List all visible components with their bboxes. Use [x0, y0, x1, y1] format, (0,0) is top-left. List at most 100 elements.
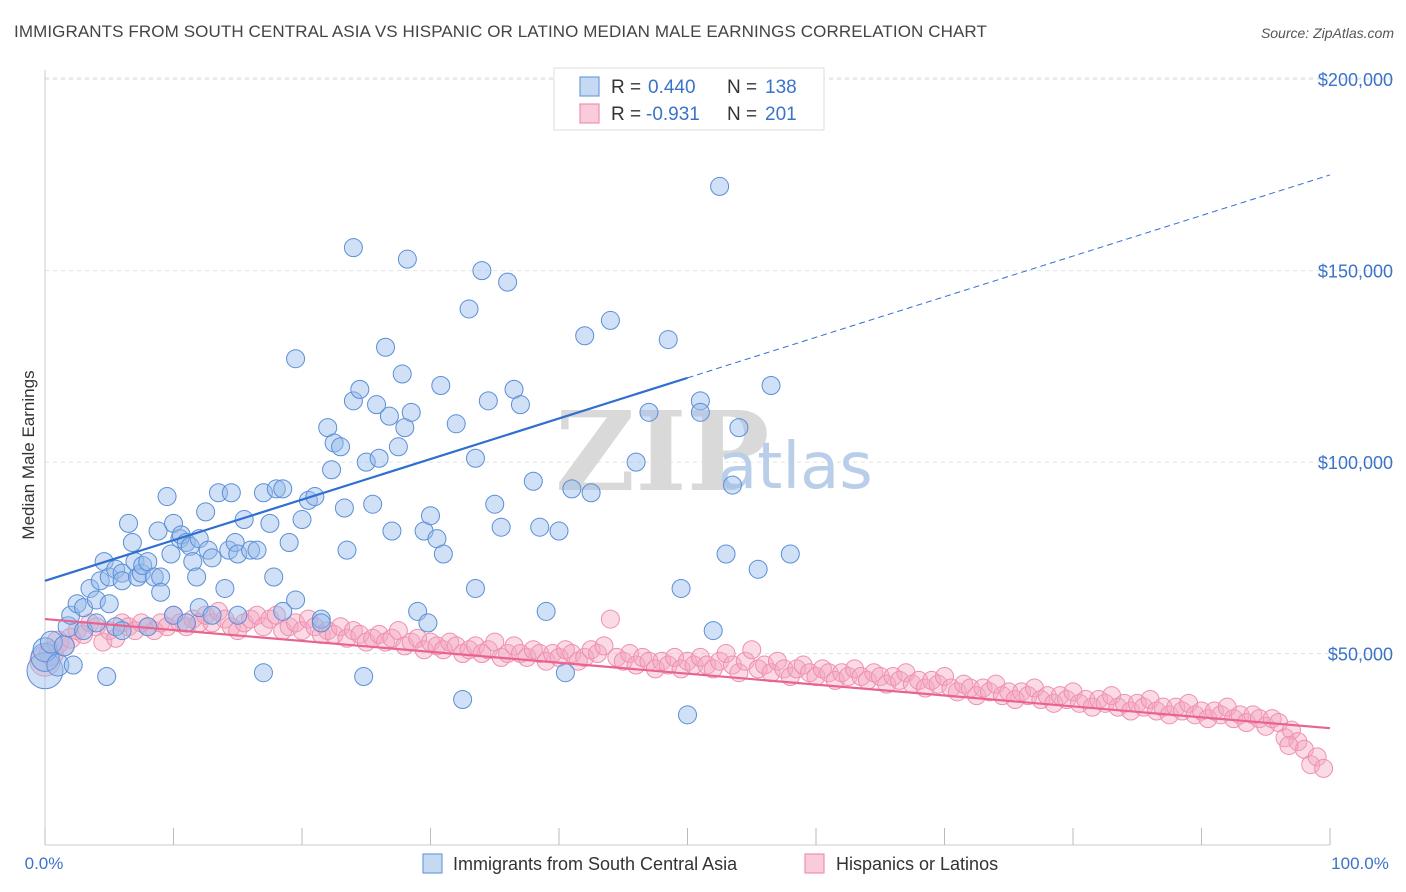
- x-tick-label-min: 0.0%: [25, 854, 64, 873]
- hispanic-point: [292, 621, 312, 641]
- legend-n-value-2: 201: [765, 104, 797, 125]
- immigrant-point: [671, 578, 691, 598]
- hispanic-point: [703, 659, 723, 679]
- hispanic-point: [1314, 758, 1334, 778]
- immigrant-point: [183, 552, 203, 572]
- immigrant-point: [453, 689, 473, 709]
- hispanic-point: [967, 686, 987, 706]
- immigrant-point: [334, 498, 354, 518]
- hispanic-point: [600, 609, 620, 629]
- immigrant-point: [575, 326, 595, 346]
- immigrant-point: [30, 642, 60, 672]
- immigrant-point: [433, 544, 453, 564]
- hispanic-point: [93, 632, 113, 652]
- immigrant-point: [322, 460, 342, 480]
- hispanic-point: [716, 644, 736, 664]
- immigrant-trend-extension: [687, 174, 1331, 379]
- immigrant-point: [382, 521, 402, 541]
- immigrant-point: [431, 376, 451, 396]
- immigrant-point: [581, 483, 601, 503]
- legend-r-value-2: -0.931: [646, 104, 700, 125]
- immigrant-point: [379, 406, 399, 426]
- hispanic-point: [742, 640, 762, 660]
- immigrant-point: [86, 590, 106, 610]
- hispanic-point: [845, 659, 865, 679]
- hispanic-point: [575, 647, 595, 667]
- immigrant-point: [196, 502, 216, 522]
- hispanic-point: [253, 617, 273, 637]
- hispanic-point: [710, 651, 730, 671]
- hispanic-point: [979, 682, 999, 702]
- hispanic-point: [286, 613, 306, 633]
- immigrant-point: [350, 379, 370, 399]
- hispanic-point: [215, 609, 235, 629]
- immigrant-point: [421, 506, 440, 526]
- y-axis-label: Median Male Earnings: [19, 370, 38, 539]
- immigrant-point: [228, 605, 248, 625]
- trend-lines: [44, 174, 1331, 730]
- immigrant-trend-line: [44, 376, 688, 582]
- immigrant-point: [112, 571, 132, 591]
- hispanic-point: [157, 617, 177, 637]
- x-axis-ticks: [44, 828, 1331, 845]
- immigrant-point: [356, 452, 376, 472]
- hispanic-point: [1057, 689, 1077, 709]
- immigrant-point: [247, 540, 267, 560]
- immigrant-point: [478, 391, 498, 411]
- immigrant-point: [549, 521, 569, 541]
- immigrant-point: [286, 590, 306, 610]
- immigrant-point: [53, 635, 75, 657]
- immigrant-point: [639, 402, 659, 422]
- immigrant-point: [472, 261, 492, 281]
- immigrant-point: [292, 510, 312, 530]
- bottom-legend-label-1: Immigrants from South Central Asia: [453, 854, 738, 874]
- immigrant-point: [363, 494, 383, 514]
- hispanic-points: [29, 601, 1334, 778]
- hispanic-point: [767, 651, 787, 671]
- immigrant-point: [112, 563, 132, 583]
- immigrant-point: [491, 517, 511, 537]
- immigrant-point: [133, 555, 153, 575]
- immigrant-point: [465, 578, 485, 598]
- hispanic-point: [665, 647, 685, 667]
- immigrant-point: [354, 667, 374, 687]
- immigrant-point: [122, 533, 142, 553]
- immigrant-point: [600, 310, 620, 330]
- hispanic-point: [408, 628, 428, 648]
- y-tick-label-1: $100,000: [1318, 453, 1393, 473]
- hispanic-point: [722, 655, 742, 675]
- immigrant-point: [253, 483, 273, 503]
- immigrant-point: [97, 667, 117, 687]
- immigrant-point: [388, 437, 408, 457]
- immigrant-point: [536, 601, 556, 621]
- immigrant-point: [716, 544, 736, 564]
- immigrant-point: [331, 437, 351, 457]
- legend-n-value-1: 138: [765, 77, 797, 98]
- hispanic-point: [594, 636, 614, 656]
- bottom-legend-label-2: Hispanics or Latinos: [836, 854, 998, 874]
- bottom-legend-swatch-blue: [422, 853, 443, 874]
- immigrant-point: [369, 448, 389, 468]
- legend-r-label-1: R =: [611, 77, 641, 98]
- immigrant-point: [658, 330, 678, 350]
- immigrant-point: [690, 391, 710, 411]
- immigrant-point: [234, 510, 254, 530]
- legend-n-label-2: N =: [727, 104, 757, 125]
- immigrant-point: [241, 540, 261, 560]
- immigrant-point: [128, 567, 148, 587]
- hispanic-point: [247, 605, 267, 625]
- hispanic-point: [928, 674, 948, 694]
- hispanic-point: [504, 636, 524, 656]
- legend-swatch-pink: [579, 103, 600, 124]
- hispanic-trend-line: [44, 617, 1331, 730]
- immigrant-point: [32, 637, 58, 663]
- immigrant-point: [626, 452, 646, 472]
- hispanic-point: [350, 624, 370, 644]
- immigrant-point: [151, 567, 171, 587]
- immigrant-point: [157, 487, 177, 507]
- immigrant-point: [176, 613, 196, 633]
- hispanic-point: [1018, 686, 1038, 706]
- immigrant-point: [80, 578, 100, 598]
- y-tick-label-3: $200,000: [1318, 70, 1393, 90]
- hispanic-point: [562, 644, 582, 664]
